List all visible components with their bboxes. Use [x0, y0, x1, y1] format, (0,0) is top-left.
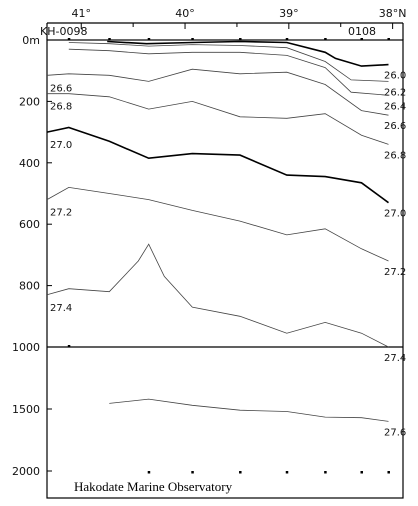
y-tick-label: 200	[19, 95, 40, 108]
cruise-code: KH-0098	[40, 25, 87, 38]
station-marker-bottom	[147, 471, 151, 474]
y-tick-label: 1500	[12, 403, 40, 416]
isopycnal-label-right: 27.0	[384, 209, 406, 220]
x-tick-label: 38°N	[379, 7, 407, 20]
station-marker-bottom	[191, 471, 194, 474]
isopycnal-label-right: 27.6	[384, 427, 406, 438]
x-tick-label: 41°	[72, 7, 92, 20]
isopycnal-labels: 26.0 26.2 26.4 26.6 26.6 26.8 26.8 27.0 27.0 27.2…	[50, 71, 406, 439]
date-code: 0108	[348, 25, 376, 38]
y-tick-label: 800	[19, 280, 40, 293]
station-marker-top	[324, 38, 327, 41]
y-tick-label: 0m	[22, 34, 40, 47]
y-tick-label: 600	[19, 218, 40, 231]
isopycnal-label-right: 26.0	[384, 71, 406, 82]
isopycnal-26.6	[46, 68, 389, 116]
isopycnal-label-right: 26.2	[384, 87, 406, 98]
station-marker-top	[239, 38, 242, 41]
y-tick-labels: 0m 200 400 600 800 1000 1500 2000	[12, 34, 40, 478]
y-tick-label: 1000	[12, 341, 40, 354]
isopycnal-label-left: 27.2	[50, 208, 72, 219]
station-marker-bottom	[360, 471, 363, 474]
isopycnal-label-right: 26.4	[384, 101, 406, 112]
plot-border	[46, 39, 404, 499]
station-marker-bottom	[239, 471, 242, 474]
isopycnal-label-right: 26.8	[384, 150, 406, 161]
isopycnal-label-right: 26.6	[384, 121, 406, 132]
station-marker-top	[387, 38, 390, 41]
isopycnal-27.2	[46, 186, 389, 262]
y-axis-ticks	[47, 39, 52, 472]
x-tick-labels: 41° 40° 39° 38°N	[72, 7, 407, 20]
isopycnal-label-left: 27.0	[50, 140, 72, 151]
y-tick-label: 2000	[12, 465, 40, 478]
isopycnal-27.4	[46, 243, 389, 348]
station-marker-bottom	[324, 471, 327, 474]
isopycnal-26.2	[68, 42, 389, 82]
station-marker-bottom	[285, 471, 289, 474]
station-marker-bottom	[387, 471, 390, 474]
x-axis-ticks	[80, 23, 394, 29]
y-tick-label: 400	[19, 157, 40, 170]
isopycnal-label-right: 27.2	[384, 267, 406, 278]
isopycnal-label-left: 27.4	[50, 303, 72, 314]
isopycnal-26.4	[68, 48, 389, 96]
station-marker-top	[67, 38, 71, 41]
isopycnal-27.6	[109, 398, 389, 422]
x-tick-label: 40°	[175, 7, 195, 20]
station-marker-top	[285, 38, 289, 41]
isopycnal-26.0	[107, 40, 389, 67]
isopycnal-label-left: 26.8	[50, 102, 72, 113]
station-marker-top	[191, 38, 194, 41]
station-marker-top	[108, 38, 111, 41]
station-marker-bottom	[67, 345, 71, 348]
isopycnal-lines	[46, 40, 389, 422]
plot-frame	[46, 22, 404, 499]
credit-text: Hakodate Marine Observatory	[74, 479, 233, 494]
isopycnal-label-right: 27.4	[384, 353, 406, 364]
x-tick-label: 39°	[279, 7, 299, 20]
isopycnal-label-left: 26.6	[50, 83, 72, 94]
isopycnal-27.0	[46, 126, 389, 204]
station-marker-top	[147, 38, 151, 41]
isopycnal-26.8	[47, 93, 389, 145]
station-marker-top	[360, 38, 363, 41]
station-markers	[67, 38, 390, 474]
